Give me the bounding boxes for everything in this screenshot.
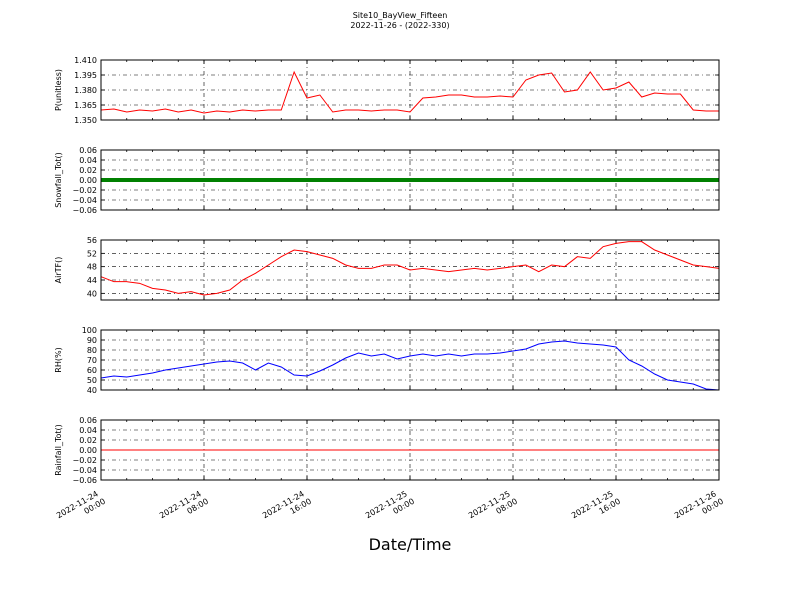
y-tick-label: 44 <box>87 276 97 285</box>
y-tick-label: 0.02 <box>79 436 97 445</box>
y-tick-label: 100 <box>82 326 97 335</box>
y-tick-label: −0.04 <box>72 466 97 475</box>
y-tick-label: 50 <box>87 376 97 385</box>
y-tick-label: 1.350 <box>74 116 97 125</box>
y-axis-label: Rainfall_Tot() <box>54 424 63 476</box>
figure-subtitle: 2022-11-26 - (2022-330) <box>350 21 449 30</box>
x-tick-label: 2022-11-25 08:00 <box>467 488 519 529</box>
y-tick-label: 0.02 <box>79 166 97 175</box>
x-tick-label: 2022-11-25 00:00 <box>364 488 416 529</box>
y-tick-label: −0.02 <box>72 456 97 465</box>
y-tick-label: 56 <box>87 236 97 245</box>
y-tick-label: 0.06 <box>79 146 97 155</box>
y-axis-label: AirTF() <box>54 257 63 284</box>
y-tick-label: 80 <box>87 346 97 355</box>
y-tick-label: 0.04 <box>79 156 97 165</box>
plot-frame <box>100 149 720 211</box>
y-tick-label: −0.02 <box>72 186 97 195</box>
y-tick-label: 70 <box>87 356 97 365</box>
x-axis-label: Date/Time <box>369 535 452 554</box>
y-tick-label: 60 <box>87 366 97 375</box>
y-tick-label: 0.00 <box>79 176 97 185</box>
plot-frame <box>100 239 720 301</box>
x-tick-label: 2022-11-24 00:00 <box>55 488 107 529</box>
y-tick-label: −0.06 <box>72 476 97 485</box>
y-axis-label: RH(%) <box>54 347 63 372</box>
x-tick-label: 2022-11-26 00:00 <box>673 488 725 529</box>
x-tick-label: 2022-11-25 16:00 <box>570 488 622 529</box>
plot-frame <box>100 419 720 481</box>
y-tick-label: 1.395 <box>74 71 97 80</box>
y-tick-label: 1.410 <box>74 56 97 65</box>
y-tick-label: 48 <box>87 263 97 272</box>
y-tick-label: 0.00 <box>79 446 97 455</box>
y-tick-label: 40 <box>87 386 97 395</box>
y-tick-label: 0.06 <box>79 416 97 425</box>
y-tick-label: 52 <box>87 249 97 258</box>
y-tick-label: 40 <box>87 289 97 298</box>
x-tick-label: 2022-11-24 08:00 <box>158 488 210 529</box>
y-tick-label: 1.365 <box>74 101 97 110</box>
y-tick-label: 90 <box>87 336 97 345</box>
plot-frame <box>100 59 720 121</box>
y-tick-label: −0.06 <box>72 206 97 215</box>
y-axis-label: P(unitless) <box>54 69 63 111</box>
plot-frame <box>100 329 720 391</box>
y-tick-label: 0.04 <box>79 426 97 435</box>
data-line <box>100 340 720 391</box>
y-tick-label: −0.04 <box>72 196 97 205</box>
y-axis-label: Snowfall_Tot() <box>54 152 63 208</box>
data-line <box>100 70 719 114</box>
x-tick-label: 2022-11-24 16:00 <box>261 488 313 529</box>
y-tick-label: 1.380 <box>74 86 97 95</box>
data-line <box>100 241 720 296</box>
figure-title: Site10_BayView_Fifteen <box>353 11 448 20</box>
